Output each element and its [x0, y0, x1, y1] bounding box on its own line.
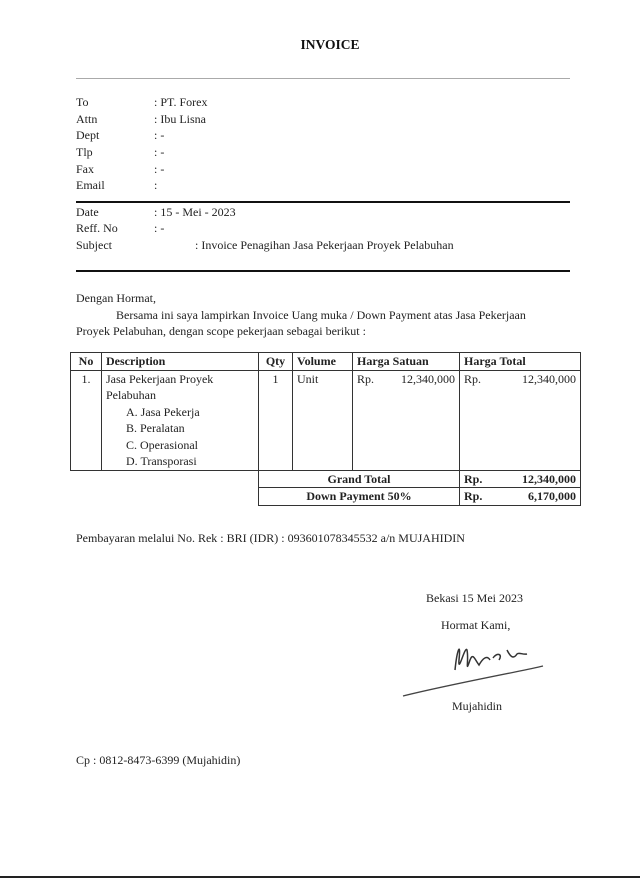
fax-value: : - [154, 162, 165, 176]
table-row: 1. Jasa Pekerjaan Proyek Pelabuhan A. Ja… [70, 369, 581, 471]
down-payment-value: Rp. 6,170,000 [459, 487, 581, 506]
attn-value: : Ibu Lisna [154, 112, 206, 126]
payment-info: Pembayaran melalui No. Rek : BRI (IDR) :… [76, 531, 465, 545]
desc-line: Jasa Pekerjaan Proyek [106, 371, 214, 386]
currency: Rp. [464, 471, 483, 486]
greeting: Dengan Hormat, [76, 291, 156, 305]
dept-value: : - [154, 128, 165, 142]
date-value: : 15 - Mei - 2023 [154, 205, 236, 219]
signature-image [402, 648, 544, 697]
tlp-value: : - [154, 145, 165, 159]
sub-item: B. Peralatan [126, 421, 185, 435]
header-description: Description [101, 352, 259, 371]
intro-line-1: Bersama ini saya lampirkan Invoice Uang … [116, 308, 526, 322]
grand-total-row: Grand Total Rp. 12,340,000 [71, 469, 581, 488]
table-header: No Description Qty Volume Harga Satuan H… [70, 352, 581, 371]
email-value: : [154, 178, 158, 192]
page-title: INVOICE [300, 37, 360, 52]
fax-label: Fax [76, 162, 94, 176]
down-payment-label: Down Payment 50% [258, 487, 460, 506]
date-label: Date [76, 205, 99, 219]
row-volume: Unit [292, 369, 353, 471]
row-description: Jasa Pekerjaan Proyek Pelabuhan A. Jasa … [101, 369, 259, 471]
attn-label: Attn [76, 112, 98, 126]
header-harga-satuan: Harga Satuan [352, 352, 460, 371]
grand-total-label: Grand Total [258, 469, 460, 488]
row-unit-price: Rp. 12,340,000 [352, 369, 460, 471]
currency: Rp. [464, 371, 482, 386]
subject-label: Subject [76, 238, 112, 252]
to-value: : PT. Forex [154, 95, 208, 109]
row-no: 1. [70, 369, 102, 471]
row-total-price: Rp. 12,340,000 [459, 369, 581, 471]
contact: Cp : 0812-8473-6399 (Mujahidin) [76, 753, 241, 767]
grand-total-value: Rp. 12,340,000 [459, 469, 581, 488]
page-bottom-border [0, 876, 640, 878]
divider [76, 201, 570, 203]
divider [76, 78, 570, 79]
sub-item: A. Jasa Pekerja [126, 404, 200, 419]
dept-label: Dept [76, 128, 100, 142]
divider [76, 270, 570, 272]
desc-line: Pelabuhan [106, 388, 156, 402]
subject-value: : Invoice Penagihan Jasa Pekerjaan Proye… [195, 238, 454, 252]
reff-label: Reff. No [76, 221, 118, 235]
sub-item: D. Transporasi [126, 454, 197, 468]
email-label: Email [76, 178, 105, 192]
amount: 12,340,000 [401, 371, 455, 386]
place-date: Bekasi 15 Mei 2023 [426, 591, 523, 605]
closing: Hormat Kami, [441, 618, 511, 632]
header-volume: Volume [292, 352, 353, 371]
currency: Rp. [357, 371, 375, 386]
amount: 6,170,000 [528, 489, 576, 503]
tlp-label: Tlp [76, 145, 93, 159]
header-qty: Qty [258, 352, 293, 371]
header-no: No [70, 352, 102, 371]
currency: Rp. [464, 489, 483, 503]
amount: 12,340,000 [522, 371, 576, 386]
signer-name: Mujahidin [452, 699, 502, 713]
sub-item: C. Operasional [126, 437, 198, 452]
header-harga-total: Harga Total [459, 352, 581, 371]
row-qty: 1 [258, 369, 293, 471]
reff-value: : - [154, 221, 165, 235]
down-payment-row: Down Payment 50% Rp. 6,170,000 [71, 487, 581, 506]
intro-line-2: Proyek Pelabuhan, dengan scope pekerjaan… [76, 324, 366, 338]
to-label: To [76, 95, 89, 109]
items-table: No Description Qty Volume Harga Satuan H… [70, 352, 581, 506]
amount: 12,340,000 [522, 471, 576, 486]
